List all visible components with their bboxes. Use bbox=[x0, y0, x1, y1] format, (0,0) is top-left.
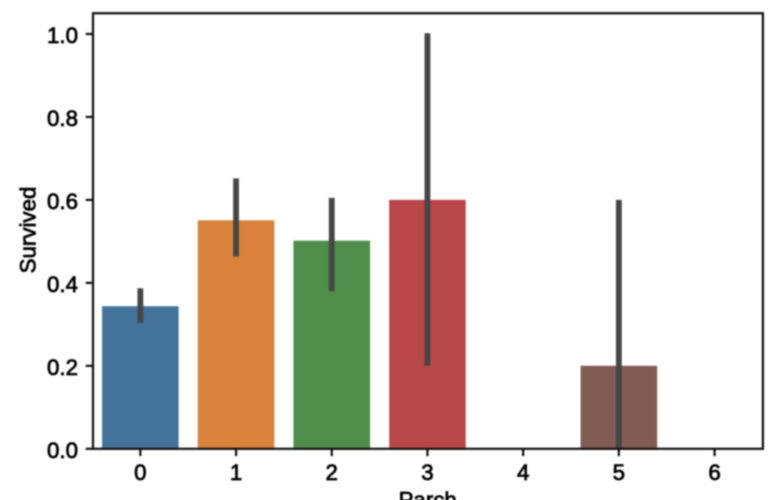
svg-text:6: 6 bbox=[708, 460, 720, 485]
svg-text:0.8: 0.8 bbox=[47, 106, 78, 131]
svg-text:0.4: 0.4 bbox=[47, 272, 78, 297]
svg-text:Survived: Survived bbox=[16, 187, 41, 274]
svg-text:0.2: 0.2 bbox=[47, 355, 78, 380]
svg-text:Parch: Parch bbox=[399, 488, 457, 500]
svg-text:5: 5 bbox=[613, 460, 625, 485]
svg-text:0.6: 0.6 bbox=[47, 189, 78, 214]
svg-text:0: 0 bbox=[134, 460, 146, 485]
svg-text:4: 4 bbox=[517, 460, 529, 485]
svg-text:1.0: 1.0 bbox=[47, 23, 78, 48]
svg-text:3: 3 bbox=[421, 460, 433, 485]
svg-text:1: 1 bbox=[230, 460, 242, 485]
svg-text:2: 2 bbox=[326, 460, 338, 485]
svg-text:0.0: 0.0 bbox=[47, 438, 78, 463]
